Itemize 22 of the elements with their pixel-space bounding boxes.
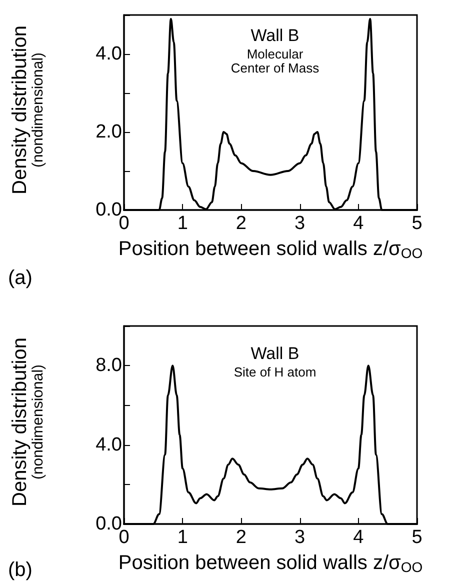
y-tick-label: 4.0 <box>96 44 122 64</box>
x-tick-label: 4 <box>353 527 364 548</box>
x-tick-label: 5 <box>412 527 422 548</box>
y-tick-label: 2.0 <box>96 122 122 142</box>
x-tick-label: 3 <box>294 527 306 548</box>
x-tick-label: 2 <box>236 213 246 234</box>
text: Site of H atom <box>234 364 316 380</box>
text: Molecular Center of Mass <box>230 46 320 76</box>
y-axis-title: Density distribution (nondimensional) <box>9 338 46 506</box>
text: Wall B <box>250 344 300 363</box>
y-axis-title: Density distribution (nondimensional) <box>9 26 46 194</box>
x-tick-label: 5 <box>412 213 422 234</box>
y-tick-label: 8.0 <box>96 355 122 376</box>
x-tick-label: 1 <box>177 527 188 548</box>
x-tick-label: 4 <box>353 213 364 234</box>
x-tick-label: 2 <box>236 527 246 548</box>
x-tick-label: 3 <box>294 213 306 234</box>
text: (a) <box>8 267 32 289</box>
x-tick-label: 1 <box>177 213 188 234</box>
text: (b) <box>8 559 32 581</box>
text: Wall B <box>250 26 300 45</box>
y-tick-label: 4.0 <box>96 434 122 456</box>
